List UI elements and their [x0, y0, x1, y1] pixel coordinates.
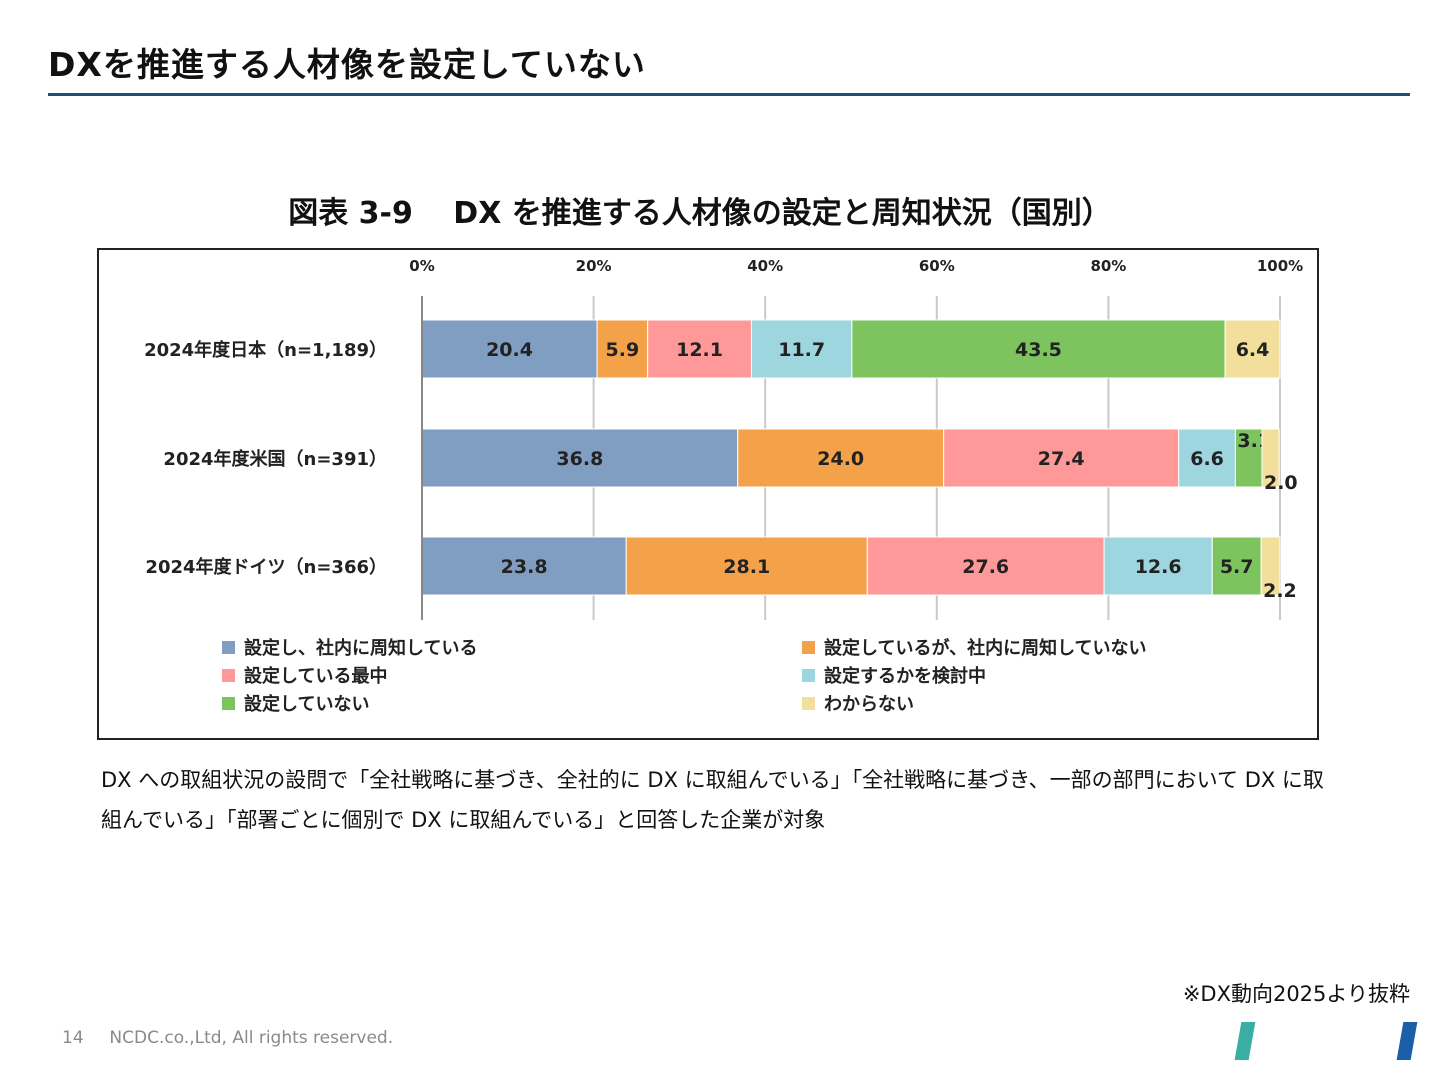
source-note: ※DX動向2025より抜粋 [1182, 982, 1410, 1006]
copyright-text: NCDC.co.,Ltd, All rights reserved. [109, 1028, 394, 1048]
chart-frame [97, 248, 1319, 740]
legend-swatch [222, 697, 235, 710]
legend-label: 設定するかを検討中 [824, 665, 986, 687]
x-tick-label: 100% [1257, 257, 1303, 275]
data-label: 12.6 [1135, 556, 1182, 578]
data-label: 20.4 [486, 339, 533, 361]
legend-label: わからない [824, 694, 914, 715]
legend-swatch [802, 669, 815, 682]
legend-swatch [802, 697, 815, 710]
bar-segment [1260, 536, 1281, 596]
data-label: 43.5 [1015, 339, 1062, 361]
data-label: 36.8 [556, 448, 603, 470]
bar-segment [750, 319, 853, 379]
data-label: 6.6 [1190, 448, 1224, 470]
data-label: 5.9 [606, 339, 640, 361]
data-label: 5.7 [1220, 556, 1254, 578]
decor-navy-stripe [1396, 1022, 1418, 1060]
survey-note: DX への取組状況の設問で「全社戦略に基づき、全社的に DX に取組んでいる」「… [101, 768, 1324, 832]
bar-segment [1224, 319, 1281, 379]
bar-segment [737, 428, 945, 488]
decor-teal-stripe [1234, 1022, 1256, 1060]
bar-segment [1178, 428, 1236, 488]
category-label: 2024年度日本（n=1,189） [144, 339, 387, 361]
category-label: 2024年度ドイツ（n=366） [145, 556, 387, 578]
data-label: 2.2 [1263, 580, 1297, 602]
data-label: 6.4 [1236, 339, 1270, 361]
data-label: 28.1 [723, 556, 770, 578]
bar-segment [851, 319, 1226, 379]
data-label: 2.0 [1264, 472, 1298, 494]
bar-segment [421, 536, 627, 596]
stacked-bar-chart: 0% 20% 40% 60% 80% 100% 2024年度日本（n=1,189） 2024年… [144, 257, 1303, 715]
footer: 14 NCDC.co.,Ltd, All rights reserved. [62, 1028, 393, 1048]
x-tick-label: 60% [919, 257, 955, 275]
x-tick-label: 0% [409, 257, 434, 275]
bar-segment [1211, 536, 1262, 596]
bar-segment [596, 319, 649, 379]
bar-segment [943, 428, 1180, 488]
legend-label: 設定していない [244, 693, 369, 715]
figure-caption: 図表 3-9 DX を推進する人材像の設定と周知状況（国別） [288, 196, 1112, 231]
legend-label: 設定している最中 [244, 665, 387, 687]
x-tick-label: 80% [1090, 257, 1126, 275]
bar-segment [1234, 428, 1263, 488]
legend-label: 設定しているが、社内に周知していない [824, 637, 1147, 659]
x-tick-label: 40% [747, 257, 783, 275]
bar-segment [1261, 428, 1280, 488]
bar-segment [647, 319, 752, 379]
page-number: 14 [62, 1028, 84, 1048]
legend-swatch [222, 669, 235, 682]
data-label: 12.1 [676, 339, 723, 361]
bar-segment [866, 536, 1105, 596]
category-label: 2024年度米国（n=391） [163, 448, 387, 470]
legend-swatch [222, 641, 235, 654]
data-label: 23.8 [501, 556, 548, 578]
data-label: 11.7 [778, 339, 825, 361]
bar-segment [1103, 536, 1213, 596]
legend-swatch [802, 641, 815, 654]
title-divider [48, 93, 1410, 96]
bar-segment [625, 536, 868, 596]
x-tick-label: 20% [576, 257, 612, 275]
data-label: 24.0 [817, 448, 864, 470]
slide-title: DXを推進する人材像を設定していない [48, 45, 646, 84]
data-label: 27.4 [1038, 448, 1085, 470]
bar-segment [421, 319, 598, 379]
legend-label: 設定し、社内に周知している [244, 637, 477, 659]
data-label: 27.6 [962, 556, 1009, 578]
